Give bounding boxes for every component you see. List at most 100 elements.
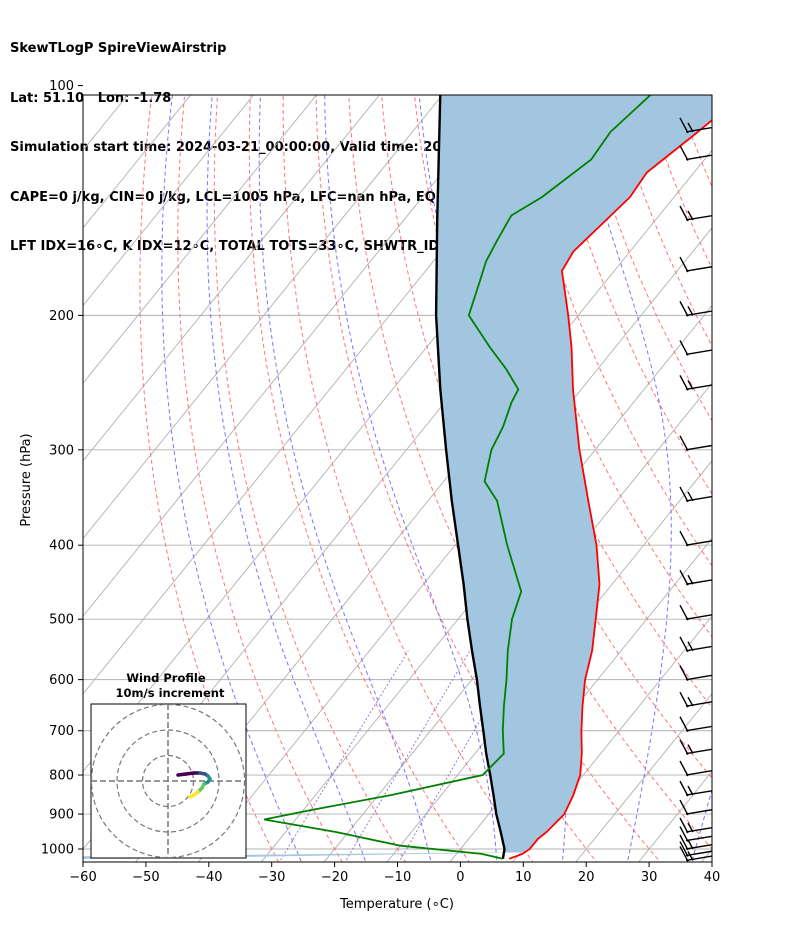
dry-adiabat (248, 95, 470, 862)
wind-barb (679, 205, 712, 222)
wind-barb-feather (679, 530, 689, 547)
wind-barb (679, 846, 712, 862)
y-tick-label: 1000 (41, 843, 74, 858)
wind-barb-staff (685, 826, 712, 833)
x-tick-label: −50 (132, 870, 159, 885)
wind-barb (679, 435, 712, 452)
wind-barb (679, 340, 712, 356)
isotherm (83, 95, 255, 307)
wind-barb (679, 486, 712, 503)
wind-barb-staff (685, 790, 712, 796)
y-tick-label: 600 (49, 673, 74, 688)
wind-barb-feather (679, 636, 689, 653)
wind-barb-feather (679, 604, 689, 621)
wind-barb (679, 530, 712, 547)
mixing-ratio-line (344, 650, 471, 862)
axes: −60 −50 −40 −30 −20 −10 0 10 20 30 40 1000 900 800 700… (41, 79, 720, 885)
wind-barb-feather (679, 145, 689, 161)
wind-barb (679, 691, 712, 708)
moist-adiabat (749, 86, 794, 881)
wind-barb-feather (679, 834, 689, 851)
cape-cin-fill (83, 95, 712, 859)
dry-adiabat (643, 95, 712, 270)
wind-barb-staff (685, 266, 712, 272)
isotherm (638, 770, 712, 862)
wind-barb-half-feather (687, 744, 694, 754)
y-tick-label: 400 (49, 539, 74, 554)
isotherm (83, 95, 506, 617)
wind-barb-feather (679, 799, 689, 816)
dry-adiabat (414, 95, 712, 779)
wind-barb (679, 826, 712, 842)
y-tick-label: 300 (49, 443, 74, 458)
wind-barb-staff (685, 701, 712, 707)
x-tick-label: 0 (456, 870, 464, 885)
x-tick-label: −30 (258, 870, 285, 885)
y-tick-label: 800 (49, 769, 74, 784)
wind-barb-half-feather (687, 210, 694, 221)
moist-adiabat (572, 95, 672, 862)
wind-barb-staff (685, 349, 712, 356)
parcel-profile-line (434, 95, 506, 859)
wind-barb-staff (685, 444, 712, 451)
wind-barb-staff (685, 855, 712, 862)
wind-barb-staff (685, 835, 712, 842)
y-tick-label: 100 (49, 79, 74, 94)
wind-barb (679, 760, 712, 777)
wind-barbs (679, 117, 712, 862)
wind-barb (679, 780, 712, 797)
moist-adiabat (161, 95, 302, 862)
wind-barb (679, 375, 712, 391)
wind-barb-feather (679, 841, 689, 857)
x-axis-label: Temperature (∘C) (339, 897, 454, 912)
wind-barb-feather (679, 665, 689, 681)
x-tick-label: −10 (384, 870, 411, 885)
moist-adiabat (691, 787, 712, 862)
x-tick-label: −60 (69, 870, 96, 885)
wind-barb-half-feather (687, 306, 694, 316)
dry-adiabat (282, 95, 534, 862)
wind-barb (679, 817, 712, 834)
wind-barb-feather (679, 846, 689, 862)
wind-barb-feather (679, 340, 689, 356)
wind-barb-half-feather (687, 122, 694, 133)
dry-adiabat (758, 51, 794, 881)
wind-barb-staff (685, 540, 712, 546)
moist-adiabat (324, 95, 498, 862)
moist-adiabat (206, 95, 367, 862)
wind-barb-staff (685, 384, 712, 391)
wind-barb-half-feather (687, 822, 694, 833)
dry-adiabat (727, 51, 794, 881)
wind-barb-feather (679, 817, 689, 834)
x-tick-label: 40 (704, 870, 721, 885)
wind-barb-half-feather (687, 696, 694, 707)
isotherm (749, 51, 794, 881)
wind-barb-feather (679, 486, 689, 503)
chart-title: SkewTLogP SpireViewAirstrip (10, 41, 227, 56)
wind-barb-half-feather (687, 380, 694, 390)
isotherm (83, 95, 318, 384)
wind-barb-feather (679, 760, 689, 777)
wind-barb (679, 256, 712, 273)
profile-lines (264, 95, 712, 860)
hodograph-subtitle: 10m/s increment (116, 686, 225, 700)
wind-barb (679, 739, 712, 755)
dry-adiabat (177, 95, 343, 862)
wind-barb-staff (685, 310, 712, 317)
wind-barb-staff (685, 748, 712, 755)
wind-barb (679, 799, 712, 816)
wind-barb-staff (685, 674, 712, 681)
wind-barb-half-feather (687, 785, 694, 796)
wind-barb-feather (679, 780, 689, 797)
wind-barb-half-feather (687, 491, 694, 502)
hodograph-plot (91, 704, 246, 858)
wind-barb-feather (679, 375, 689, 391)
wind-barb-half-feather (687, 839, 694, 850)
wind-barb-staff (685, 645, 712, 652)
isotherm (575, 693, 712, 862)
wind-barb (679, 841, 712, 857)
wind-barb-staff (685, 725, 712, 732)
x-tick-label: 20 (578, 870, 595, 885)
wind-barb-half-feather (687, 851, 694, 861)
